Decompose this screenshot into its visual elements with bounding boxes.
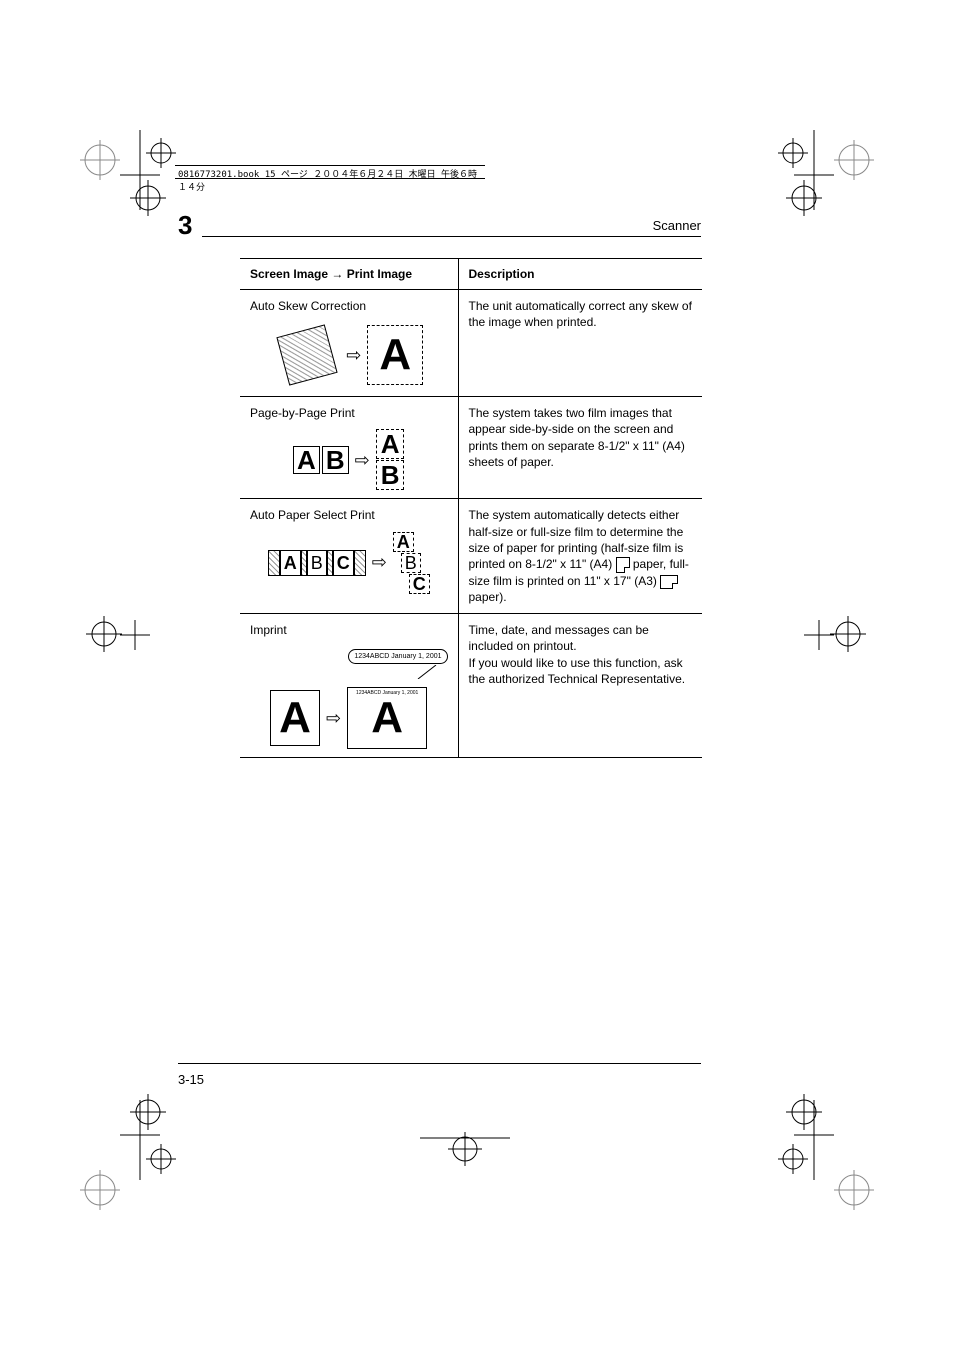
arrow-icon: ⇨ [372,550,387,574]
table-row: Imprint 1234ABCD January 1, 2001 A ⇨ 123… [240,614,702,758]
crop-line-ml [120,620,150,650]
output-papers-icon: A B C [393,532,430,594]
crop-line-tr [794,130,834,210]
output-page-icon: 1234ABCD January 1, 2001 A [347,687,427,749]
page-icon [616,557,630,573]
feature-title: Auto Skew Correction [250,298,448,314]
arrow-icon: ⇨ [355,448,370,472]
imprint-diagram: A ⇨ 1234ABCD January 1, 2001 A [250,687,448,749]
footer-rule [178,1063,701,1064]
arrow-icon: ⇨ [346,343,361,367]
skewed-input-icon [277,325,338,386]
feature-description: The system takes two film images that ap… [458,397,702,499]
table-header-right: Description [458,259,702,290]
feature-description: Time, date, and messages can be included… [458,614,702,758]
feature-title: Imprint [250,622,448,638]
imprint-callout-line [250,665,448,683]
table-row: Auto Paper Select Print A B C ⇨ A B [240,499,702,614]
chapter-number: 3 [178,210,192,241]
imprint-callout: 1234ABCD January 1, 2001 [250,646,448,662]
table-row: Auto Skew Correction ⇨ A The unit automa… [240,290,702,397]
feature-description: The system automatically detects either … [458,499,702,614]
input-pages-icon: A B [293,446,349,474]
crop-line-br [794,1100,834,1180]
page-by-page-diagram: A B ⇨ A B [250,429,448,490]
page-number: 3-15 [178,1072,204,1087]
page-icon [660,575,678,589]
crop-line-bl [120,1100,160,1180]
feature-title: Auto Paper Select Print [250,507,448,523]
auto-paper-diagram: A B C ⇨ A B C [250,532,448,594]
feature-title: Page-by-Page Print [250,405,448,421]
corrected-output-icon: A [367,325,423,385]
header-rule [202,236,701,237]
skew-diagram: ⇨ A [250,322,448,388]
table-header-left: Screen Image → Print Image [240,259,458,290]
feature-description: The unit automatically correct any skew … [458,290,702,397]
table-row: Page-by-Page Print A B ⇨ A B The system … [240,397,702,499]
letter-a: A [379,333,411,377]
crop-line-tl [120,130,160,210]
document-meta-header: 0816773201.book 15 ページ ２００４年６月２４日 木曜日 午後… [175,165,485,179]
arrow-icon: ⇨ [326,706,341,730]
crop-line-mr [804,620,834,650]
features-table: Screen Image → Print Image Description A… [240,258,702,758]
crop-line-bc [420,1130,510,1140]
input-page-icon: A [270,690,320,746]
output-pages-icon: A B [376,429,405,490]
chapter-title: Scanner [653,218,701,233]
film-strip-icon: A B C [268,550,366,576]
